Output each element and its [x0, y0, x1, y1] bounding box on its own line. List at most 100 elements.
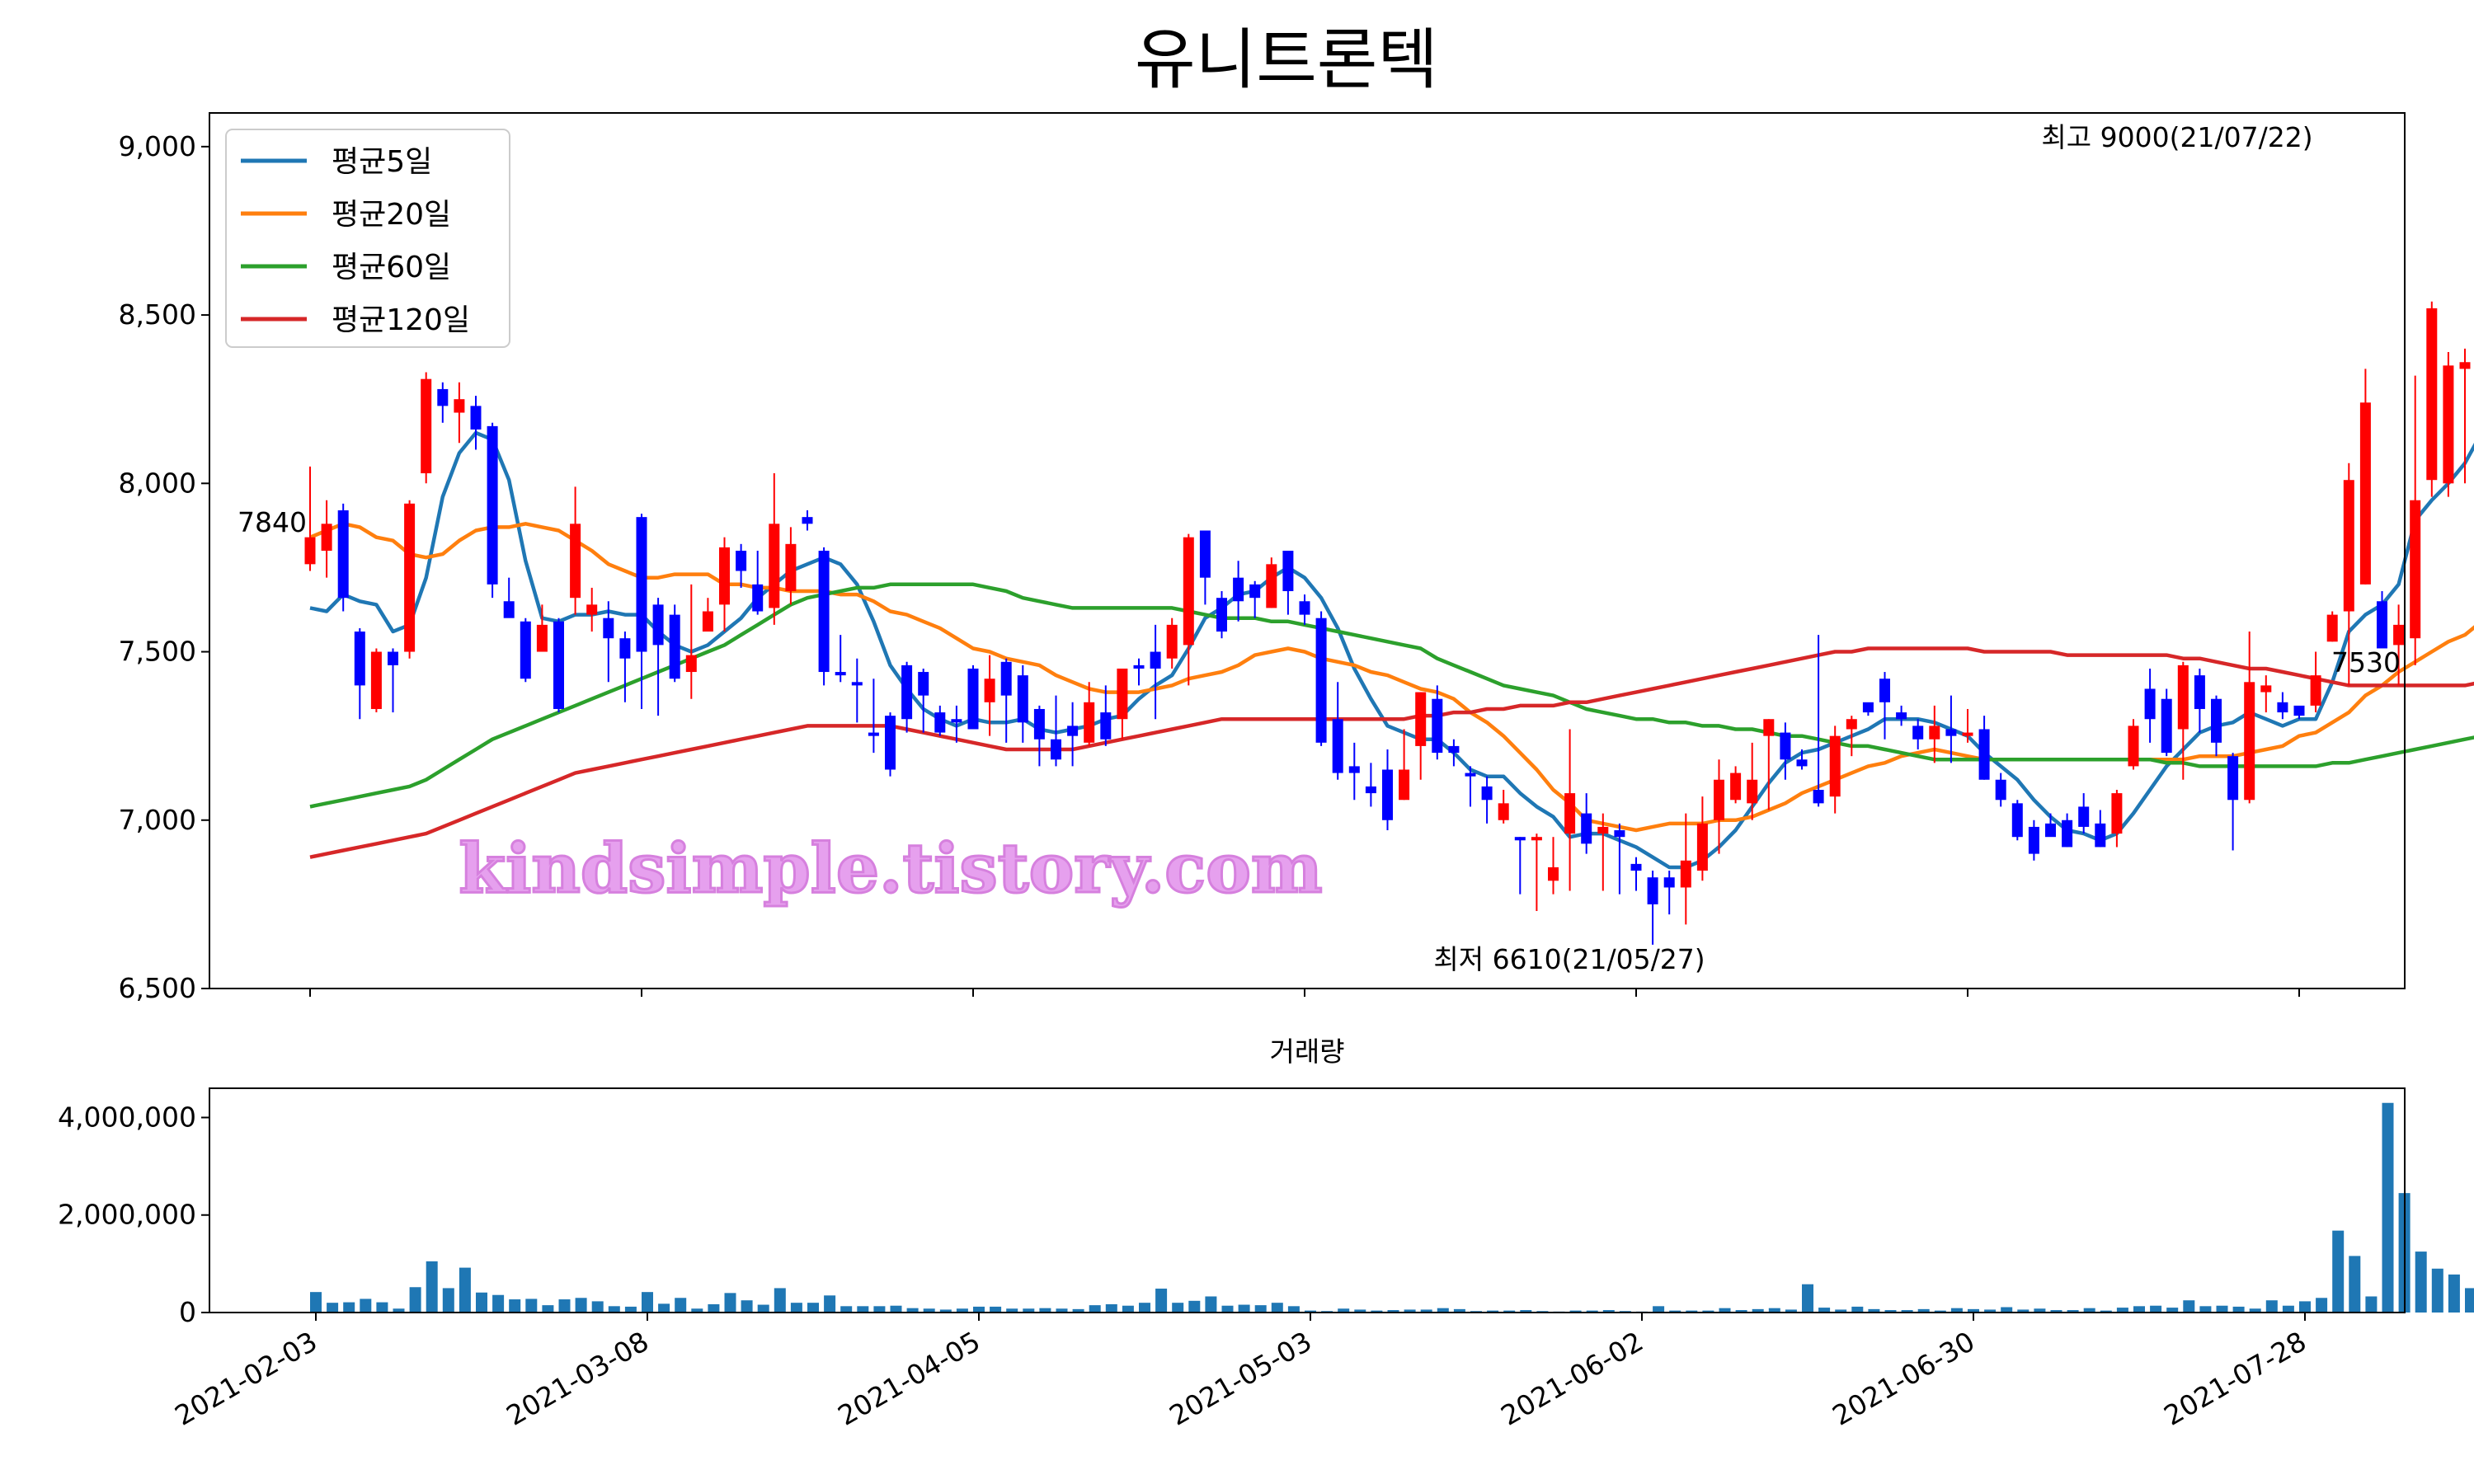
volume-bar: [1089, 1305, 1101, 1313]
volume-bar: [624, 1306, 637, 1313]
candle-body: [1282, 551, 1294, 592]
volume-bar: [393, 1308, 405, 1313]
candle-body: [1696, 823, 1708, 871]
volume-bar: [1487, 1310, 1499, 1313]
candle-body: [901, 665, 913, 720]
candle-body: [1630, 863, 1642, 871]
candle-body: [2410, 500, 2421, 639]
candle-body: [1481, 786, 1493, 801]
candle-body: [1597, 826, 1609, 834]
volume-bar: [426, 1261, 438, 1313]
candle-body: [1548, 866, 1559, 881]
candle-body: [321, 524, 332, 551]
price-y-tick-label: 7,500: [119, 636, 196, 668]
volume-bar: [542, 1305, 554, 1313]
date-tick-label: 2021-04-05: [832, 1325, 985, 1432]
candle-body: [2194, 675, 2205, 709]
volume-bar: [1968, 1308, 1979, 1313]
volume-bar: [343, 1302, 355, 1313]
candle-body: [2377, 601, 2387, 649]
candle-body: [1813, 790, 1824, 804]
volume-bar: [1653, 1306, 1665, 1313]
volume-y-tick-label: 4,000,000: [58, 1101, 196, 1133]
volume-bar: [1305, 1310, 1316, 1313]
candle-body: [685, 655, 697, 673]
candle-body: [1747, 779, 1758, 804]
date-tick-label: 2021-06-30: [1827, 1325, 1980, 1432]
volume-bar: [2365, 1296, 2378, 1313]
volume-bar: [1155, 1289, 1168, 1313]
candle-body: [388, 651, 398, 665]
candle-body: [2045, 823, 2056, 838]
candle-body: [1315, 618, 1327, 743]
candle-body: [586, 604, 598, 615]
volume-bar: [1238, 1304, 1250, 1313]
candle-body: [370, 651, 382, 709]
candle-body: [1896, 712, 1907, 720]
watermark: kindsimple.tistory.com: [459, 829, 1322, 909]
candle-body: [553, 621, 564, 709]
volume-bar: [642, 1292, 653, 1313]
volume-bar: [1569, 1310, 1582, 1313]
volume-bar: [558, 1299, 571, 1313]
candle-body: [1000, 661, 1012, 696]
candle-body: [1067, 726, 1079, 736]
volume-bar: [376, 1302, 388, 1313]
volume-bar: [1122, 1305, 1134, 1313]
candle-body: [470, 406, 482, 430]
volume-bar: [1006, 1308, 1018, 1313]
volume-bars: [310, 1102, 2474, 1313]
volume-bar: [956, 1308, 968, 1313]
volume-bar: [591, 1301, 604, 1313]
candle-body: [1647, 877, 1658, 904]
volume-bar: [1271, 1303, 1283, 1313]
volume-bar: [691, 1308, 703, 1313]
volume-bar: [708, 1303, 720, 1313]
candle-body: [1133, 665, 1145, 669]
candlesticks: [304, 301, 2471, 945]
volume-bar: [1984, 1309, 1997, 1313]
candle-body: [337, 510, 349, 599]
volume-bar: [1287, 1306, 1300, 1313]
candle-body: [1862, 702, 1874, 713]
candle-body: [1017, 675, 1028, 723]
candle-body: [984, 679, 995, 702]
candle-body: [2277, 702, 2288, 713]
candle-body: [2310, 675, 2321, 706]
volume-bar: [1686, 1310, 1698, 1313]
volume-bar: [360, 1298, 372, 1313]
candle-body: [1465, 773, 1476, 777]
candle-body: [934, 712, 946, 733]
candle-body: [1680, 860, 1691, 888]
volume-bar: [1702, 1310, 1714, 1313]
candle-body: [520, 621, 531, 679]
candle-body: [1995, 779, 2006, 801]
candle-body: [1929, 726, 1940, 740]
candle-body: [1399, 769, 1410, 801]
volume-bar: [2116, 1308, 2128, 1313]
candle-body: [354, 632, 365, 686]
volume-bar: [509, 1299, 521, 1313]
volume-bar: [2265, 1300, 2278, 1313]
candle-body: [1498, 803, 1509, 820]
low-price-label: 최저 6610(21/05/27): [1433, 943, 1705, 975]
volume-bar: [923, 1308, 935, 1313]
price-y-tick-label: 8,000: [119, 467, 196, 499]
volume-axes-frame: [209, 1087, 2406, 1313]
candle-body: [1033, 708, 1045, 740]
candle-body: [2161, 698, 2172, 754]
candle-body: [1978, 729, 1990, 780]
candle-body: [2393, 624, 2405, 646]
volume-bar: [2349, 1256, 2361, 1313]
candle-body: [2260, 685, 2272, 693]
candle-body: [1051, 739, 1061, 760]
volume-bar: [1105, 1303, 1117, 1313]
candle-body: [1879, 679, 1890, 702]
candle-body: [1117, 668, 1128, 720]
candle-body: [1829, 735, 1841, 797]
candle-body: [918, 672, 929, 696]
volume-bar: [2166, 1308, 2179, 1313]
volume-bar: [2465, 1288, 2474, 1313]
candle-body: [1846, 719, 1857, 730]
